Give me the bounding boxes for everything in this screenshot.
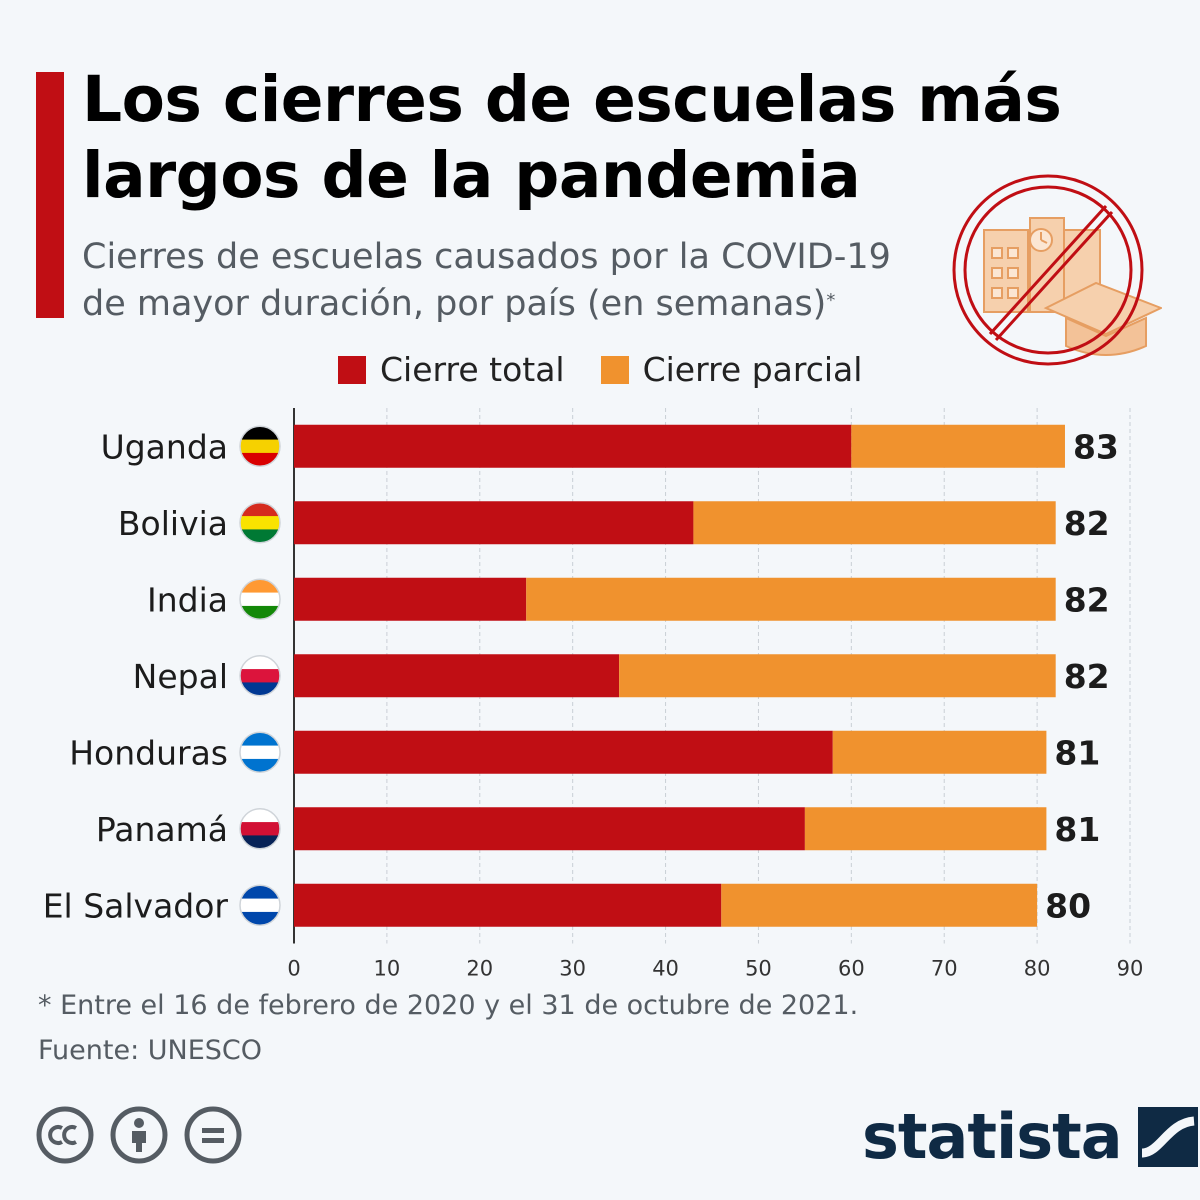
country-label: Panamá bbox=[96, 810, 228, 849]
x-tick-label: 0 bbox=[287, 957, 300, 981]
x-tick-label: 80 bbox=[1024, 957, 1051, 981]
source: Fuente: UNESCO bbox=[38, 1035, 263, 1066]
statista-mark-icon bbox=[1137, 1106, 1198, 1167]
legend-swatch-partial bbox=[600, 355, 629, 384]
subtitle-footnote-marker: * bbox=[826, 290, 836, 311]
creative-commons-icon[interactable] bbox=[36, 1106, 94, 1164]
license-icons bbox=[36, 1106, 242, 1164]
uganda-flag-icon bbox=[239, 425, 281, 467]
bar-cierre-total bbox=[294, 577, 527, 621]
total-value-label: 82 bbox=[1064, 657, 1110, 696]
brand-wordmark: statista bbox=[862, 1100, 1123, 1173]
legend-item-partial: Cierre parcial bbox=[600, 350, 863, 389]
x-tick-label: 10 bbox=[374, 957, 401, 981]
nepal-flag-icon bbox=[239, 655, 281, 697]
total-value-label: 82 bbox=[1064, 504, 1110, 543]
subtitle: Cierres de escuelas causados por la COVI… bbox=[82, 234, 942, 328]
title-accent-bar bbox=[36, 72, 64, 318]
bar-cierre-parcial bbox=[693, 501, 1056, 545]
bar-cierre-total bbox=[294, 501, 694, 545]
el-salvador-flag-icon bbox=[239, 884, 281, 926]
bar-cierre-parcial bbox=[526, 577, 1056, 621]
x-tick-label: 30 bbox=[559, 957, 586, 981]
country-label: India bbox=[147, 580, 228, 619]
bar-cierre-total bbox=[294, 883, 722, 927]
x-tick-label: 70 bbox=[931, 957, 958, 981]
bar-chart: 0 10 20 30 40 50 60 70 80 90 Uganda 83 Bolivia 82 Indi… bbox=[43, 408, 1144, 981]
legend-label-partial: Cierre parcial bbox=[642, 350, 863, 389]
country-label: Uganda bbox=[101, 427, 228, 466]
legend-label-total: Cierre total bbox=[380, 350, 565, 389]
no-derivatives-icon[interactable] bbox=[184, 1106, 242, 1164]
total-value-label: 80 bbox=[1045, 886, 1091, 925]
panama-flag-icon bbox=[239, 808, 281, 850]
x-tick-label: 50 bbox=[745, 957, 772, 981]
legend-item-total: Cierre total bbox=[338, 350, 565, 389]
bar-cierre-parcial bbox=[851, 424, 1065, 468]
attribution-icon[interactable] bbox=[110, 1106, 168, 1164]
footnote: * Entre el 16 de febrero de 2020 y el 31… bbox=[38, 990, 859, 1021]
bar-cierre-parcial bbox=[832, 730, 1047, 774]
bar-cierre-parcial bbox=[804, 807, 1047, 851]
statista-logo[interactable]: statista bbox=[862, 1100, 1198, 1173]
legend-swatch-total bbox=[338, 355, 366, 384]
country-label: Nepal bbox=[133, 657, 228, 696]
bar-cierre-parcial bbox=[619, 654, 1056, 698]
total-value-label: 81 bbox=[1054, 810, 1100, 849]
school-closed-icon bbox=[952, 174, 1162, 366]
country-label: Bolivia bbox=[118, 504, 228, 543]
total-value-label: 82 bbox=[1064, 580, 1110, 619]
country-label: Honduras bbox=[69, 733, 228, 772]
bolivia-flag-icon bbox=[239, 502, 281, 544]
subtitle-text: Cierres de escuelas causados por la COVI… bbox=[82, 237, 891, 324]
country-label: El Salvador bbox=[43, 886, 229, 925]
total-value-label: 83 bbox=[1073, 427, 1119, 466]
bar-cierre-total bbox=[294, 807, 805, 851]
x-tick-label: 20 bbox=[466, 957, 493, 981]
bar-cierre-parcial bbox=[721, 883, 1038, 927]
india-flag-icon bbox=[239, 578, 281, 620]
bar-cierre-total bbox=[294, 730, 833, 774]
legend: Cierre total Cierre parcial bbox=[338, 350, 862, 389]
bar-cierre-total bbox=[294, 654, 620, 698]
x-tick-label: 40 bbox=[652, 957, 679, 981]
x-tick-label: 90 bbox=[1117, 957, 1144, 981]
page-title: Los cierres de escuelas más largos de la… bbox=[82, 63, 1062, 212]
honduras-flag-icon bbox=[239, 731, 281, 773]
bar-cierre-total bbox=[294, 424, 852, 468]
total-value-label: 81 bbox=[1054, 733, 1100, 772]
x-tick-label: 60 bbox=[838, 957, 865, 981]
